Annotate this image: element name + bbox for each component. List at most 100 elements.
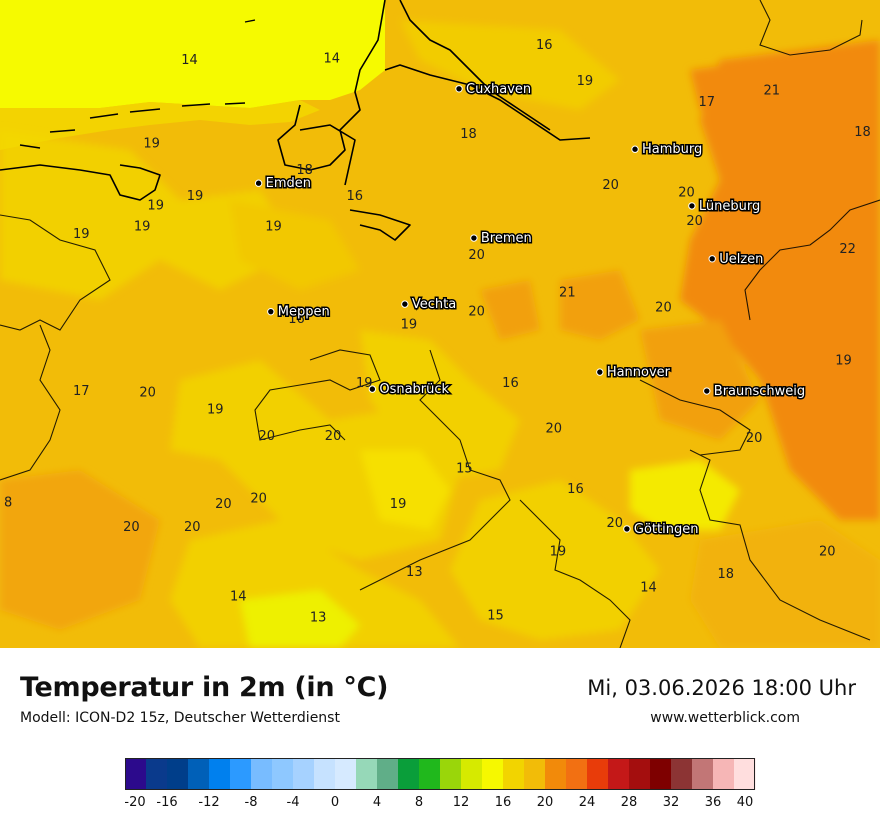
legend-tick-label: -12 bbox=[198, 795, 219, 810]
legend-swatch bbox=[713, 758, 735, 790]
legend-tick-label: 16 bbox=[495, 795, 512, 810]
temperature-value: 14 bbox=[230, 590, 247, 605]
temperature-value: 15 bbox=[456, 461, 473, 476]
temperature-value: 19 bbox=[401, 318, 418, 333]
legend-tick-label: -4 bbox=[287, 795, 300, 810]
temperature-value: 19 bbox=[577, 74, 594, 89]
north-sea bbox=[0, 0, 385, 108]
temperature-value: 13 bbox=[406, 565, 423, 580]
legend-swatch bbox=[146, 758, 168, 790]
temperature-value: 15 bbox=[487, 609, 504, 624]
city-label: Bremen bbox=[481, 231, 532, 246]
temperature-value: 19 bbox=[134, 219, 151, 234]
model-subtitle: Modell: ICON-D2 15z, Deutscher Wetterdie… bbox=[20, 710, 340, 726]
city-marker bbox=[703, 387, 711, 395]
city-markers: Cuxhaven Hamburg Emden Lüneburg Bremen Uelzen… bbox=[254, 80, 807, 538]
legend-tick-label: -16 bbox=[156, 795, 177, 810]
temperature-value: 14 bbox=[181, 53, 198, 68]
legend-swatch bbox=[209, 758, 231, 790]
temperature-value: 20 bbox=[686, 214, 703, 229]
website-link[interactable]: www.wetterblick.com bbox=[650, 710, 800, 726]
legend-tick-label: -20 bbox=[125, 795, 146, 810]
legend-swatch bbox=[167, 758, 189, 790]
temperature-values: 14 14 16 19 17 21 21 18 18 19 18 19 16 20 20 19 20 19 19 19… bbox=[4, 38, 871, 625]
temperature-value: 19 bbox=[390, 497, 407, 512]
legend-swatch bbox=[188, 758, 210, 790]
temperature-value: 20 bbox=[325, 429, 342, 444]
legend-tick-label: 36 bbox=[705, 795, 722, 810]
temperature-value: 19 bbox=[835, 354, 852, 369]
city-marker bbox=[267, 307, 275, 316]
temperature-value: 20 bbox=[468, 248, 485, 263]
temperature-value: 20 bbox=[258, 429, 275, 444]
legend-tick-label: 20 bbox=[537, 795, 554, 810]
forecast-datetime: Mi, 03.06.2026 18:00 Uhr bbox=[587, 676, 856, 700]
temperature-value: 20 bbox=[819, 544, 836, 559]
temperature-value: 14 bbox=[640, 580, 657, 595]
legend-swatch bbox=[503, 758, 525, 790]
city-label: Hannover bbox=[607, 365, 671, 380]
temperature-value: 18 bbox=[460, 127, 477, 142]
islands bbox=[19, 19, 256, 149]
city-label: Meppen bbox=[278, 305, 330, 320]
city-marker bbox=[368, 385, 377, 393]
city-marker bbox=[708, 255, 716, 263]
legend-swatch bbox=[314, 758, 336, 790]
legend-swatch bbox=[545, 758, 567, 790]
city-label: Braunschweig bbox=[714, 384, 805, 399]
legend-swatch bbox=[608, 758, 630, 790]
city-marker bbox=[401, 300, 409, 308]
legend-tick-label: 12 bbox=[453, 795, 470, 810]
legend-swatch bbox=[356, 758, 378, 790]
legend-tick-label: 32 bbox=[663, 795, 680, 810]
city-label: Vechta bbox=[412, 297, 456, 312]
city-marker bbox=[688, 202, 696, 210]
legend-swatch bbox=[377, 758, 399, 790]
city-marker bbox=[596, 368, 604, 376]
legend-swatch bbox=[482, 758, 504, 790]
legend-swatch bbox=[335, 758, 357, 790]
temperature-value: 22 bbox=[839, 242, 856, 257]
borders bbox=[0, 0, 880, 649]
temperature-value: 17 bbox=[699, 95, 716, 110]
temperature-value: 8 bbox=[4, 495, 12, 510]
legend-tick-label: 28 bbox=[621, 795, 638, 810]
temperature-value: 20 bbox=[546, 422, 563, 437]
temperature-value: 20 bbox=[678, 185, 695, 200]
legend-swatch bbox=[692, 758, 714, 790]
temperature-value: 16 bbox=[288, 312, 305, 327]
legend-swatch bbox=[230, 758, 252, 790]
temperature-value: 19 bbox=[147, 199, 164, 214]
legend-outline bbox=[125, 758, 755, 790]
temperature-value: 16 bbox=[346, 189, 363, 204]
temperature-map: 14 14 16 19 17 21 21 18 18 19 18 19 16 20 20 19 20 19 19 19… bbox=[0, 0, 880, 649]
legend-swatch bbox=[398, 758, 420, 790]
legend-swatch bbox=[734, 758, 756, 790]
legend-swatch bbox=[566, 758, 588, 790]
legend-swatch bbox=[440, 758, 462, 790]
temperature-value: 20 bbox=[123, 520, 140, 535]
temperature-value: 19 bbox=[550, 544, 567, 559]
temperature-value: 21 bbox=[559, 286, 576, 301]
temperature-value: 20 bbox=[184, 520, 201, 535]
temperature-value: 20 bbox=[468, 304, 485, 319]
temperature-value: 20 bbox=[215, 497, 232, 512]
city-marker bbox=[623, 525, 631, 533]
legend-tick-label: 24 bbox=[579, 795, 596, 810]
temperature-value: 20 bbox=[606, 516, 623, 531]
legend-tick-label: -8 bbox=[245, 795, 258, 810]
city-label: Emden bbox=[266, 176, 311, 191]
city-marker bbox=[470, 234, 478, 242]
legend-tick-label: 4 bbox=[373, 795, 381, 810]
map-footer: Temperatur in 2m (in °C) Modell: ICON-D2… bbox=[0, 648, 880, 830]
temperature-value: 20 bbox=[602, 178, 619, 193]
temperature-value: 19 bbox=[143, 136, 160, 151]
temperature-value: 18 bbox=[296, 163, 313, 178]
city-label: Cuxhaven bbox=[466, 82, 531, 97]
city-label: Hamburg bbox=[642, 142, 702, 157]
temperature-value: 18 bbox=[717, 567, 734, 582]
legend-swatch bbox=[461, 758, 483, 790]
legend-swatch bbox=[251, 758, 273, 790]
city-marker bbox=[631, 145, 639, 153]
legend-tick-label: 0 bbox=[331, 795, 339, 810]
